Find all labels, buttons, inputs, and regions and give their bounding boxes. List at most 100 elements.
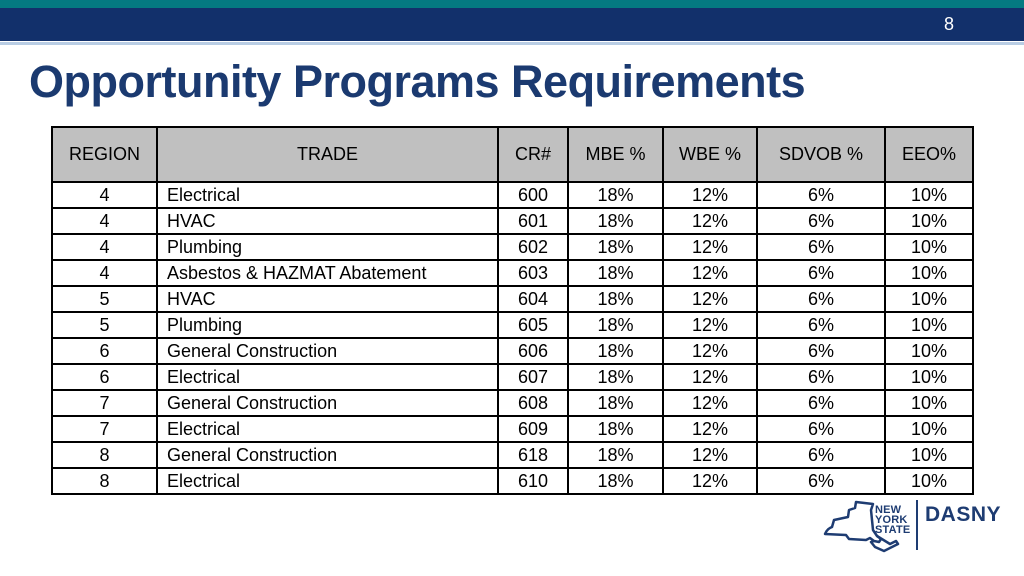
column-header-eeo: EEO% bbox=[884, 126, 974, 183]
wbe-percent-cell: 12% bbox=[662, 389, 758, 417]
eeo-percent-cell: 10% bbox=[884, 389, 974, 417]
eeo-percent-cell: 10% bbox=[884, 441, 974, 469]
mbe-percent-cell: 18% bbox=[567, 389, 664, 417]
mbe-percent-cell: 18% bbox=[567, 337, 664, 365]
teal-accent-strip bbox=[0, 0, 1024, 8]
sdvob-percent-cell: 6% bbox=[756, 207, 886, 235]
mbe-percent-cell: 18% bbox=[567, 181, 664, 209]
wbe-percent-cell: 12% bbox=[662, 285, 758, 313]
sdvob-percent-cell: 6% bbox=[756, 363, 886, 391]
cr-number-cell: 605 bbox=[497, 311, 569, 339]
wbe-percent-cell: 12% bbox=[662, 207, 758, 235]
mbe-percent-cell: 18% bbox=[567, 207, 664, 235]
mbe-percent-cell: 18% bbox=[567, 311, 664, 339]
cr-number-cell: 601 bbox=[497, 207, 569, 235]
eeo-percent-cell: 10% bbox=[884, 311, 974, 339]
wbe-percent-cell: 12% bbox=[662, 363, 758, 391]
cr-number-cell: 609 bbox=[497, 415, 569, 443]
table-row: 4 Asbestos & HAZMAT Abatement 603 18% 12% 6% 1… bbox=[51, 259, 974, 287]
top-banner: 8 bbox=[0, 8, 1024, 41]
requirements-table: REGION TRADE CR# MBE % WBE % SDVOB % EEO… bbox=[51, 126, 974, 495]
trade-cell: Electrical bbox=[156, 363, 499, 391]
sdvob-percent-cell: 6% bbox=[756, 337, 886, 365]
region-cell: 7 bbox=[51, 415, 158, 443]
region-cell: 6 bbox=[51, 337, 158, 365]
region-cell: 5 bbox=[51, 311, 158, 339]
eeo-percent-cell: 10% bbox=[884, 415, 974, 443]
column-header-sdvob: SDVOB % bbox=[756, 126, 886, 183]
mbe-percent-cell: 18% bbox=[567, 259, 664, 287]
sdvob-percent-cell: 6% bbox=[756, 233, 886, 261]
logo-line-new: NEW bbox=[875, 504, 902, 516]
region-cell: 4 bbox=[51, 233, 158, 261]
region-cell: 4 bbox=[51, 259, 158, 287]
cr-number-cell: 618 bbox=[497, 441, 569, 469]
table-row: 8 General Construction 618 18% 12% 6% 10% bbox=[51, 441, 974, 469]
trade-cell: Electrical bbox=[156, 181, 499, 209]
sdvob-percent-cell: 6% bbox=[756, 415, 886, 443]
column-header-trade: TRADE bbox=[156, 126, 499, 183]
table-row: 4 Electrical 600 18% 12% 6% 10% bbox=[51, 181, 974, 209]
new-york-state-map-icon bbox=[823, 500, 900, 553]
region-cell: 8 bbox=[51, 441, 158, 469]
sdvob-percent-cell: 6% bbox=[756, 259, 886, 287]
cr-number-cell: 608 bbox=[497, 389, 569, 417]
mbe-percent-cell: 18% bbox=[567, 441, 664, 469]
column-header-wbe: WBE % bbox=[662, 126, 758, 183]
dasny-wordmark: DASNY bbox=[925, 503, 1002, 526]
table-row: 8 Electrical 610 18% 12% 6% 10% bbox=[51, 467, 974, 495]
eeo-percent-cell: 10% bbox=[884, 233, 974, 261]
eeo-percent-cell: 10% bbox=[884, 285, 974, 313]
trade-cell: HVAC bbox=[156, 207, 499, 235]
cr-number-cell: 600 bbox=[497, 181, 569, 209]
sdvob-percent-cell: 6% bbox=[756, 441, 886, 469]
table-row: 7 General Construction 608 18% 12% 6% 10% bbox=[51, 389, 974, 417]
eeo-percent-cell: 10% bbox=[884, 467, 974, 495]
region-cell: 4 bbox=[51, 181, 158, 209]
page-title: Opportunity Programs Requirements bbox=[29, 56, 806, 107]
trade-cell: Plumbing bbox=[156, 311, 499, 339]
sdvob-percent-cell: 6% bbox=[756, 181, 886, 209]
eeo-percent-cell: 10% bbox=[884, 259, 974, 287]
table-row: 4 HVAC 601 18% 12% 6% 10% bbox=[51, 207, 974, 235]
table-row: 4 Plumbing 602 18% 12% 6% 10% bbox=[51, 233, 974, 261]
table-row: 6 Electrical 607 18% 12% 6% 10% bbox=[51, 363, 974, 391]
wbe-percent-cell: 12% bbox=[662, 441, 758, 469]
banner-underline bbox=[0, 42, 1024, 45]
table-row: 5 Plumbing 605 18% 12% 6% 10% bbox=[51, 311, 974, 339]
trade-cell: Asbestos & HAZMAT Abatement bbox=[156, 259, 499, 287]
trade-cell: General Construction bbox=[156, 441, 499, 469]
table-body: 4 Electrical 600 18% 12% 6% 10% 4 HVAC 601 18% 12% 6… bbox=[51, 181, 974, 495]
logo-line-york: YORK bbox=[875, 514, 908, 526]
mbe-percent-cell: 18% bbox=[567, 467, 664, 495]
sdvob-percent-cell: 6% bbox=[756, 311, 886, 339]
mbe-percent-cell: 18% bbox=[567, 233, 664, 261]
wbe-percent-cell: 12% bbox=[662, 467, 758, 495]
region-cell: 7 bbox=[51, 389, 158, 417]
cr-number-cell: 610 bbox=[497, 467, 569, 495]
column-header-mbe: MBE % bbox=[567, 126, 664, 183]
new-york-state-wordmark: NEW YORK STATE bbox=[875, 504, 910, 536]
region-cell: 6 bbox=[51, 363, 158, 391]
table-row: 5 HVAC 604 18% 12% 6% 10% bbox=[51, 285, 974, 313]
table-row: 6 General Construction 606 18% 12% 6% 10% bbox=[51, 337, 974, 365]
trade-cell: General Construction bbox=[156, 389, 499, 417]
table-row: 7 Electrical 609 18% 12% 6% 10% bbox=[51, 415, 974, 443]
region-cell: 5 bbox=[51, 285, 158, 313]
mbe-percent-cell: 18% bbox=[567, 363, 664, 391]
eeo-percent-cell: 10% bbox=[884, 337, 974, 365]
cr-number-cell: 607 bbox=[497, 363, 569, 391]
eeo-percent-cell: 10% bbox=[884, 181, 974, 209]
eeo-percent-cell: 10% bbox=[884, 207, 974, 235]
region-cell: 8 bbox=[51, 467, 158, 495]
page-number: 8 bbox=[943, 14, 954, 34]
sdvob-percent-cell: 6% bbox=[756, 467, 886, 495]
sdvob-percent-cell: 6% bbox=[756, 285, 886, 313]
region-cell: 4 bbox=[51, 207, 158, 235]
column-header-region: REGION bbox=[51, 126, 158, 183]
trade-cell: Plumbing bbox=[156, 233, 499, 261]
mbe-percent-cell: 18% bbox=[567, 285, 664, 313]
cr-number-cell: 603 bbox=[497, 259, 569, 287]
mbe-percent-cell: 18% bbox=[567, 415, 664, 443]
trade-cell: Electrical bbox=[156, 415, 499, 443]
